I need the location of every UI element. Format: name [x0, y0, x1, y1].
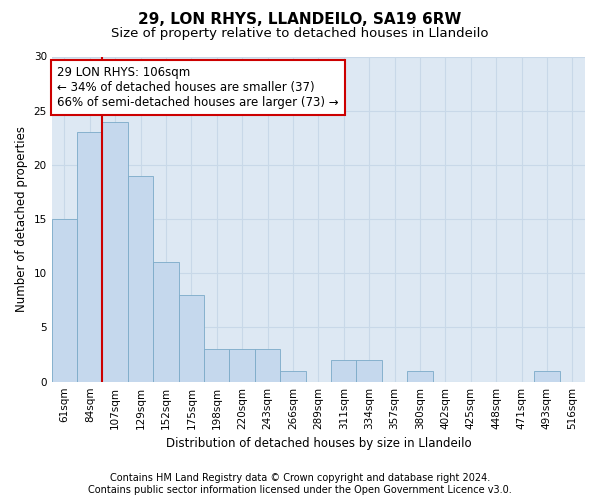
Bar: [103, 122, 128, 382]
Bar: [229, 349, 255, 382]
Text: 29 LON RHYS: 106sqm
← 34% of detached houses are smaller (37)
66% of semi-detach: 29 LON RHYS: 106sqm ← 34% of detached ho…: [57, 66, 338, 110]
Bar: [331, 360, 356, 382]
Bar: [153, 262, 179, 382]
Text: Size of property relative to detached houses in Llandeilo: Size of property relative to detached ho…: [111, 28, 489, 40]
Bar: [128, 176, 153, 382]
Bar: [179, 295, 204, 382]
Bar: [204, 349, 229, 382]
Bar: [534, 371, 560, 382]
Bar: [77, 132, 103, 382]
X-axis label: Distribution of detached houses by size in Llandeilo: Distribution of detached houses by size …: [166, 437, 471, 450]
Text: 29, LON RHYS, LLANDEILO, SA19 6RW: 29, LON RHYS, LLANDEILO, SA19 6RW: [139, 12, 461, 28]
Bar: [280, 371, 305, 382]
Text: Contains HM Land Registry data © Crown copyright and database right 2024.
Contai: Contains HM Land Registry data © Crown c…: [88, 474, 512, 495]
Bar: [255, 349, 280, 382]
Bar: [407, 371, 433, 382]
Bar: [52, 219, 77, 382]
Bar: [356, 360, 382, 382]
Y-axis label: Number of detached properties: Number of detached properties: [15, 126, 28, 312]
